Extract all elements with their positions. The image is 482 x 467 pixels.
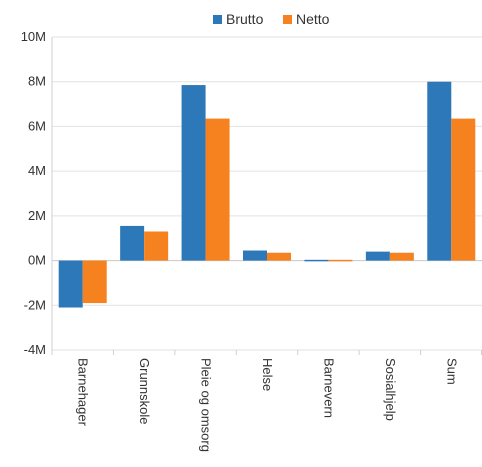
bar-netto-2[interactable]	[205, 118, 230, 261]
bar-netto-3[interactable]	[267, 252, 291, 261]
x-category-label: Sum	[444, 358, 459, 385]
bar-brutto-5[interactable]	[365, 251, 390, 261]
legend-label: Netto	[296, 11, 330, 27]
legend-item-netto[interactable]: Netto	[283, 11, 330, 27]
x-category-label: Barnehager	[76, 358, 91, 427]
bar-brutto-0[interactable]	[58, 260, 83, 308]
legend-swatch	[213, 15, 222, 24]
bar-netto-4[interactable]	[328, 259, 353, 262]
bar-brutto-3[interactable]	[243, 250, 267, 261]
y-tick-label: 0M	[28, 253, 46, 268]
bars	[58, 81, 476, 308]
legend-label: Brutto	[226, 11, 264, 27]
bar-brutto-4[interactable]	[304, 259, 329, 262]
x-category-label: Barnevern	[321, 358, 336, 418]
y-tick-label: 6M	[28, 118, 46, 133]
y-tick-label: 8M	[28, 74, 46, 89]
y-tick-label: -2M	[24, 297, 46, 312]
legend[interactable]: Brutto Netto	[213, 11, 330, 27]
y-axis: -4M -2M 0M 2M 4M 6M 8M 10M	[21, 29, 53, 357]
y-tick-label: 10M	[21, 29, 46, 44]
legend-item-brutto[interactable]: Brutto	[213, 11, 264, 27]
bar-brutto-1[interactable]	[120, 225, 145, 261]
legend-swatch	[283, 15, 292, 24]
bar-brutto-2[interactable]	[181, 85, 206, 261]
x-category-label: Sosialhjelp	[383, 358, 398, 421]
x-category-label: Pleie og omsorg	[199, 358, 214, 452]
bar-brutto-6[interactable]	[427, 81, 452, 261]
y-tick-label: 4M	[28, 163, 46, 178]
bar-netto-5[interactable]	[389, 252, 414, 261]
y-tick-label: -4M	[24, 342, 46, 357]
y-tick-label: 2M	[28, 208, 46, 223]
x-axis: Barnehager Grunnskole Pleie og omsorg Helse…	[51, 350, 482, 452]
x-category-label: Helse	[260, 358, 275, 391]
bar-netto-0[interactable]	[82, 260, 107, 304]
grid-lines	[52, 36, 482, 351]
bar-netto-1[interactable]	[144, 231, 169, 261]
bar-netto-6[interactable]	[451, 118, 476, 261]
x-category-label: Grunnskole	[137, 358, 152, 424]
